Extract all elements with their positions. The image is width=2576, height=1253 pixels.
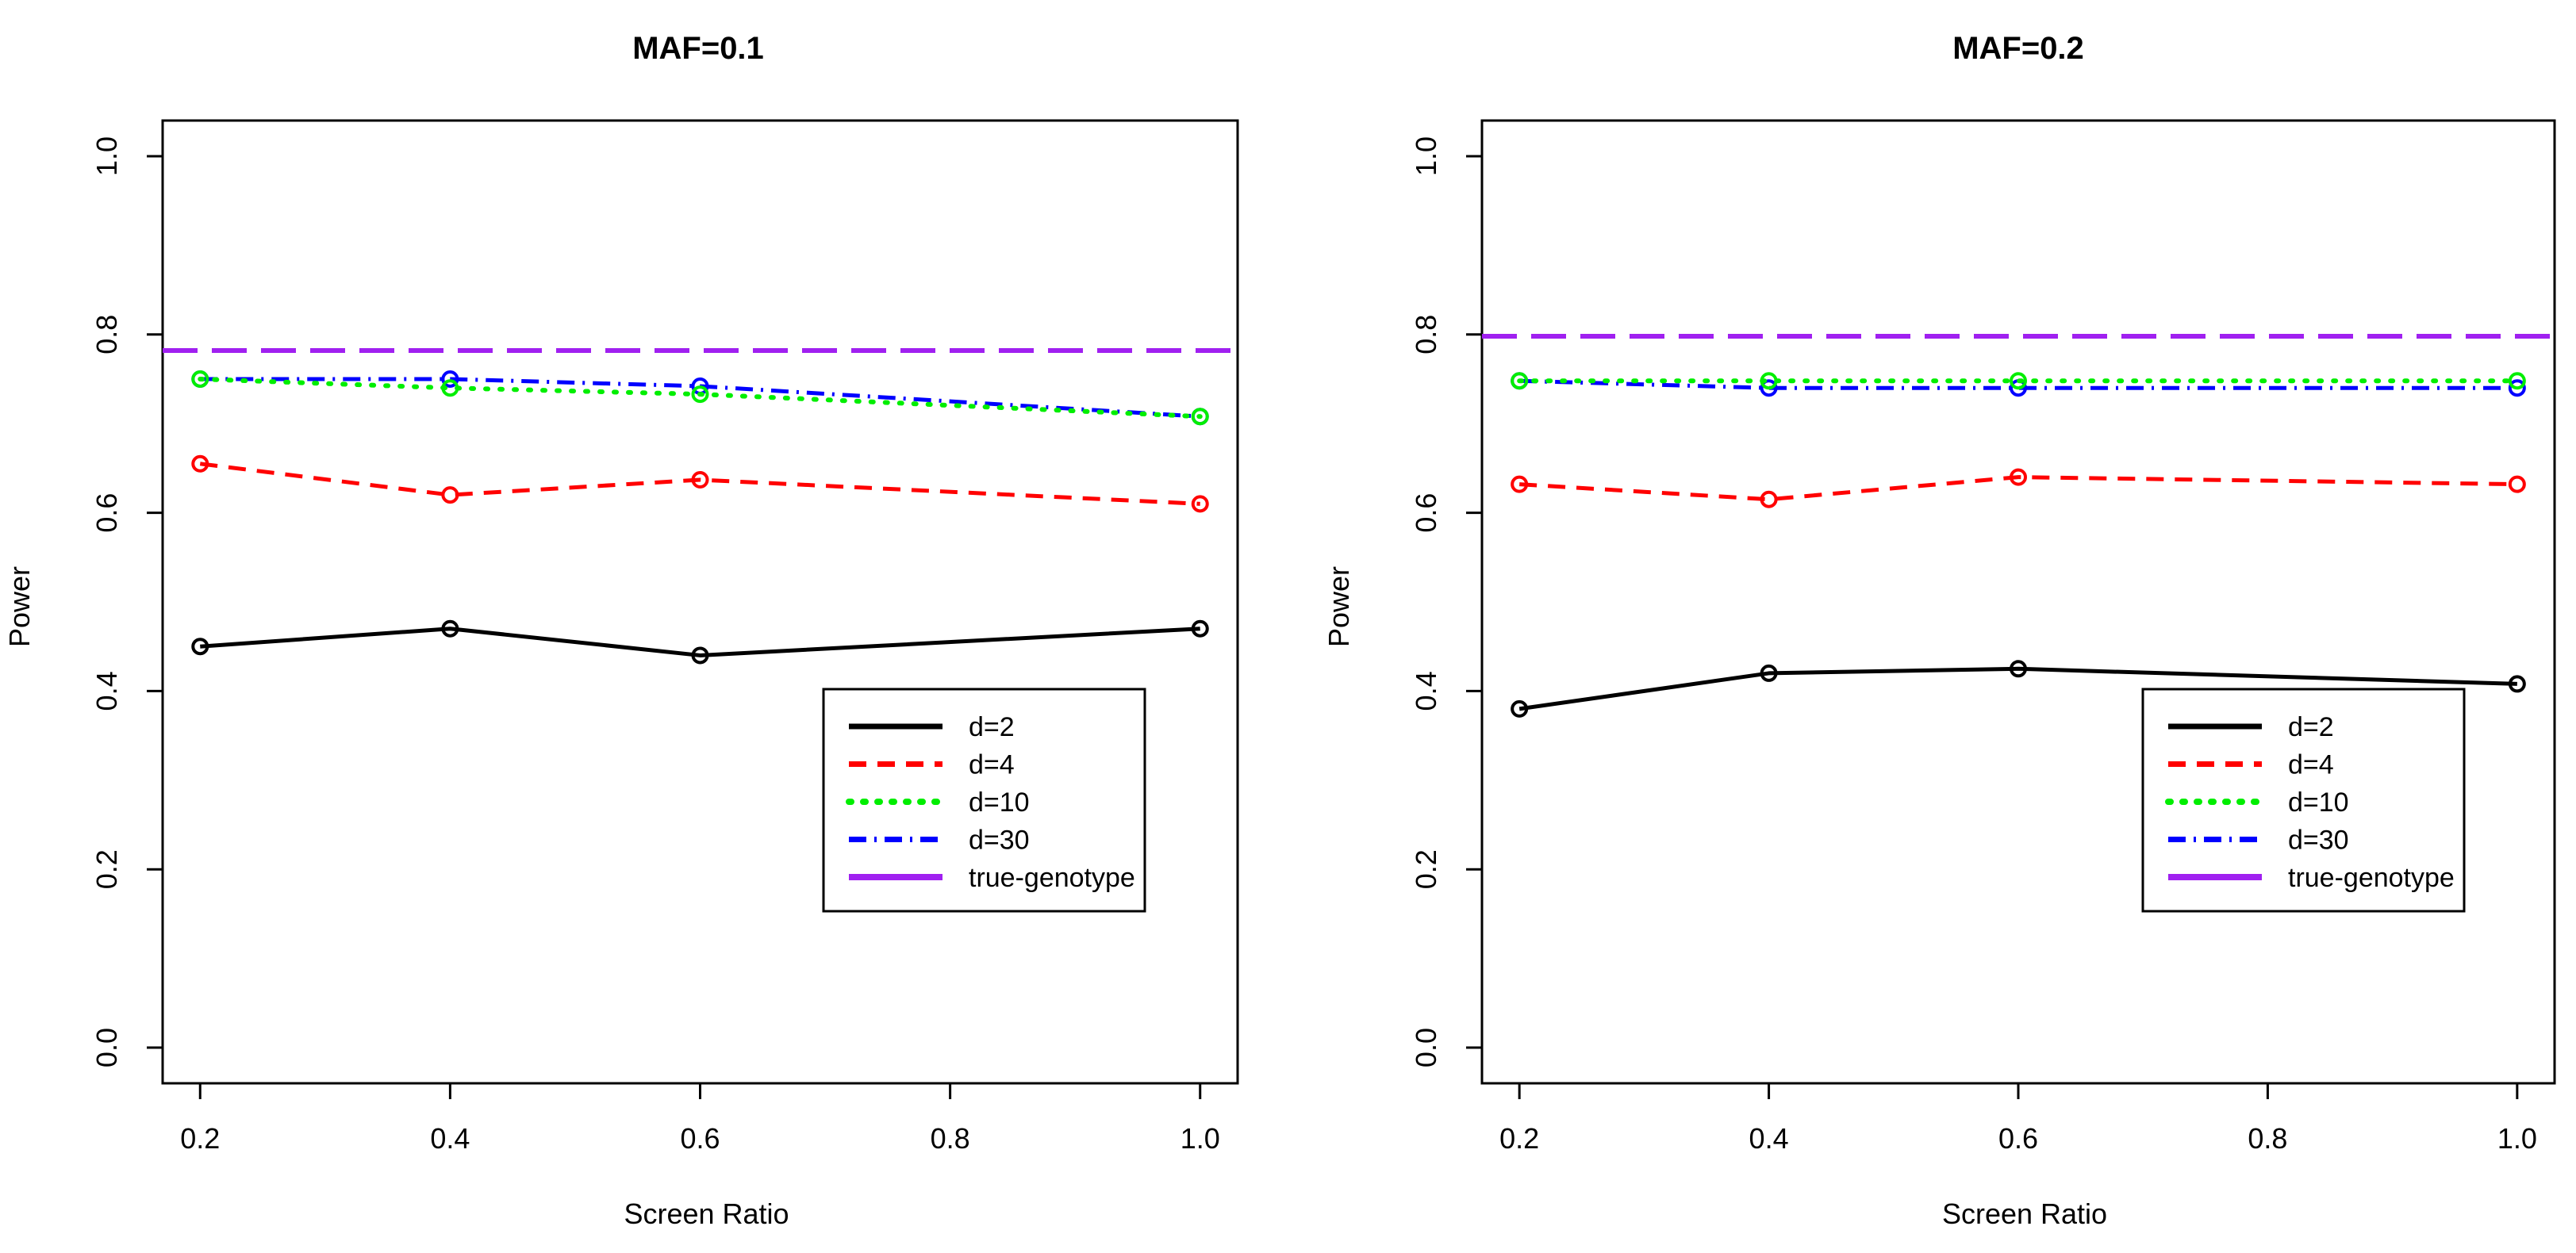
data-point-d4 (1511, 475, 1529, 493)
data-point-d2 (1191, 619, 1209, 638)
data-point-d2 (2010, 660, 2027, 678)
data-point-d30 (2508, 379, 2526, 397)
x-tick-label: 1.0 (1181, 1122, 1220, 1155)
chart-title: MAF=0.1 (632, 31, 764, 66)
data-point-d10 (2010, 372, 2027, 390)
y-tick-label: 0.2 (90, 849, 123, 889)
y-tick-label: 0.8 (90, 315, 123, 354)
y-tick-label: 1.0 (1410, 136, 1442, 176)
data-point-d10 (441, 379, 459, 397)
series-line-d30 (200, 377, 1200, 419)
series-line-d4 (199, 462, 1200, 506)
chart-title: MAF=0.2 (1952, 31, 2084, 66)
legend-label: d=4 (969, 750, 1015, 780)
data-point-d10 (1760, 372, 1778, 390)
data-point-d10 (2508, 372, 2526, 390)
y-tick-label: 0.6 (90, 493, 123, 533)
data-point-d4 (2508, 475, 2526, 493)
y-axis-label: Power (1323, 566, 1355, 647)
data-point-d2 (691, 646, 709, 665)
x-tick-label: 0.2 (180, 1122, 220, 1155)
data-point-d4 (1191, 495, 1209, 513)
data-point-d2 (1511, 699, 1529, 718)
y-tick-label: 0.2 (1410, 849, 1442, 889)
data-point-d10 (191, 370, 209, 388)
x-tick-label: 0.2 (1499, 1122, 1539, 1155)
data-point-d4 (1760, 490, 1778, 508)
legend-label: d=2 (969, 712, 1015, 742)
legend-label: true-genotype (969, 863, 1135, 893)
data-point-d2 (1760, 664, 1778, 682)
data-point-d4 (2010, 468, 2027, 486)
x-tick-label: 0.6 (680, 1122, 720, 1155)
legend-label: d=10 (2288, 787, 2349, 818)
y-tick-label: 1.0 (90, 136, 123, 176)
plot-frame (1480, 119, 2556, 1085)
y-tick-label: 0.0 (1410, 1028, 1442, 1067)
x-tick-label: 1.0 (2497, 1122, 2537, 1155)
legend-label: d=4 (2288, 750, 2334, 780)
legend-label: d=30 (2288, 826, 2349, 856)
series-line-d2 (200, 626, 1200, 657)
data-point-d10 (1511, 372, 1529, 390)
x-tick-label: 0.6 (1998, 1122, 2038, 1155)
x-tick-label: 0.8 (2248, 1122, 2287, 1155)
series-line-d30 (1519, 378, 2517, 390)
data-point-d2 (441, 619, 459, 638)
data-point-d10 (691, 385, 709, 404)
y-tick-label: 0.8 (1410, 315, 1442, 354)
x-tick-label: 0.8 (931, 1122, 970, 1155)
y-tick-label: 0.4 (1410, 671, 1442, 711)
legend: d=2 d=4 d=10 d=30 true-genotype (2141, 688, 2466, 913)
legend-label: d=30 (969, 826, 1030, 856)
data-point-d2 (191, 638, 209, 656)
series-line-d2 (1518, 666, 2517, 711)
data-point-d30 (441, 370, 459, 388)
data-point-d4 (691, 471, 709, 489)
series-line-d4 (1519, 475, 2517, 502)
plot-frame (161, 119, 1239, 1085)
data-point-d10 (1191, 408, 1209, 426)
data-point-d2 (2508, 675, 2526, 693)
data-point-d4 (441, 486, 459, 504)
y-tick-label: 0.0 (90, 1028, 123, 1067)
x-axis-label: Screen Ratio (1942, 1197, 2107, 1230)
series-line-d10 (198, 376, 1203, 420)
x-axis-label: Screen Ratio (624, 1197, 789, 1230)
legend: d=2 d=4 d=10 d=30 true-genotype (822, 688, 1146, 913)
y-tick-label: 0.6 (1410, 493, 1442, 533)
chart-panel-maf-0-2: MAF=0.2 Screen Ratio Power 0.2 0.4 0.6 0.8 1.0 0… (1323, 31, 2556, 1230)
legend-label: d=2 (2288, 712, 2334, 742)
legend-label: d=10 (969, 787, 1030, 818)
data-point-d4 (191, 454, 209, 473)
y-axis-label: Power (3, 566, 36, 647)
x-tick-label: 0.4 (430, 1122, 470, 1155)
chart-panel-maf-0-1: MAF=0.1 Screen Ratio Power 0.2 0.4 0.6 0.8 1.0 0… (3, 31, 1239, 1230)
y-tick-label: 0.4 (90, 671, 123, 711)
x-tick-label: 0.4 (1749, 1122, 1789, 1155)
data-point-d30 (1760, 379, 1778, 397)
legend-label: true-genotype (2288, 863, 2455, 893)
